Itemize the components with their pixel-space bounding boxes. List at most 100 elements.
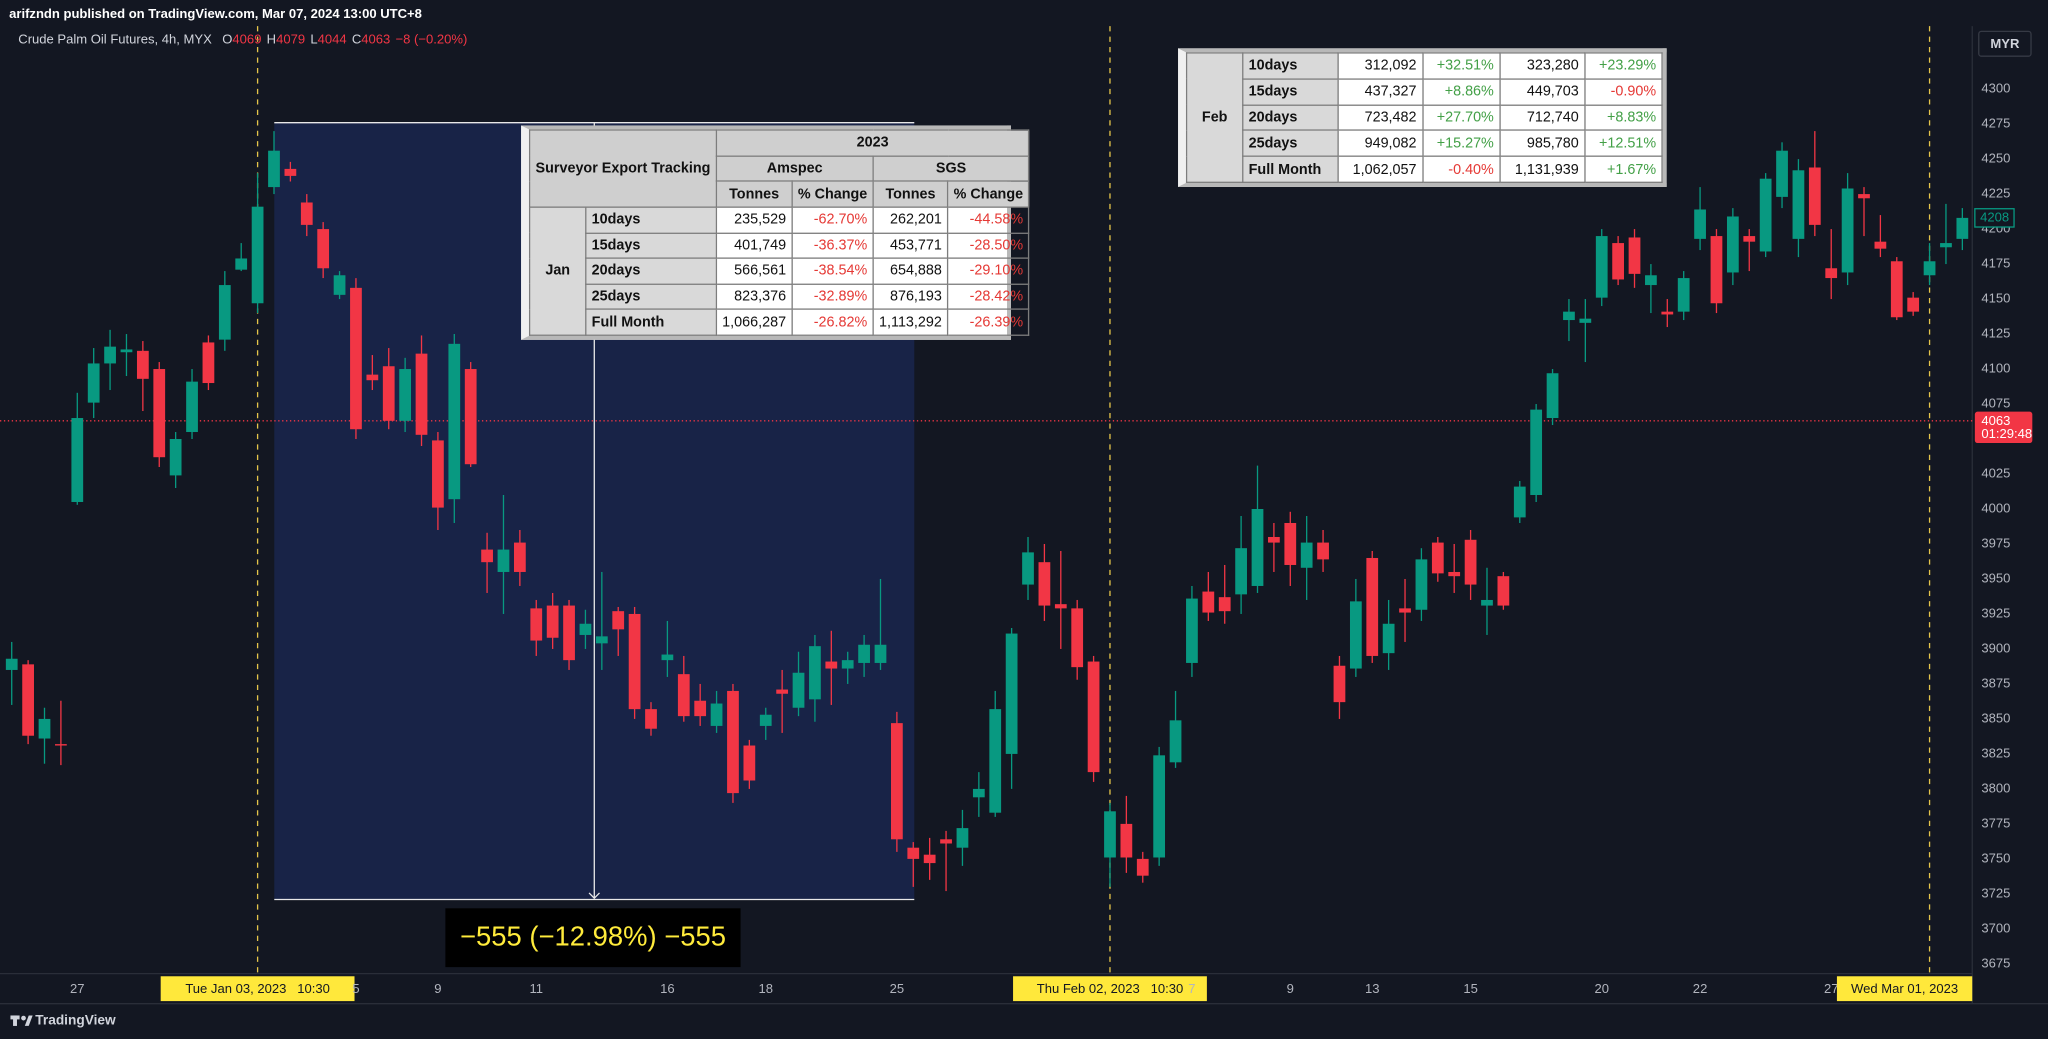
x-tick-label: 22 — [1693, 981, 1708, 996]
row-label: Full Month — [1242, 155, 1339, 183]
candle-body — [1120, 823, 1133, 858]
candle-body — [1317, 542, 1329, 560]
candle-body — [120, 349, 133, 353]
cell: 437,327 — [1336, 78, 1424, 106]
cell: 985,780 — [1499, 129, 1586, 158]
row-label: 10days — [1242, 52, 1339, 80]
candle-body — [5, 658, 18, 670]
measure-label-bg — [445, 908, 741, 968]
x-tick-label: 13 — [1365, 981, 1380, 996]
data-row: Feb 10days 312,092 +32.51% 323,280 +23.29% — [1185, 52, 1663, 183]
candle-body — [1530, 409, 1543, 495]
cell: 1,066,287 — [715, 308, 793, 336]
candle-body — [1563, 311, 1575, 321]
candle-body — [1054, 604, 1067, 609]
cell: 1,131,939 — [1499, 155, 1586, 183]
y-tick-label: 3675 — [1981, 955, 2010, 970]
ohlc-letter: C — [352, 32, 361, 47]
candle-body — [317, 229, 330, 269]
candle-body — [874, 644, 887, 663]
candle-body — [546, 605, 559, 638]
y-tick-label: 4125 — [1981, 325, 2010, 340]
candle-body — [727, 690, 739, 794]
symbol-legend: Crude Palm Oil Futures, 4h, MYX O4069 H407… — [18, 32, 467, 47]
data-row: 15days 437,327 +8.86% 449,703 -0.90% — [1187, 78, 1663, 106]
last-price-label: 4063 — [1981, 413, 2010, 428]
x-tick-label: 27 — [1824, 981, 1839, 996]
candle-body — [1415, 559, 1428, 610]
candle-body — [399, 369, 412, 421]
last-price-label-bg — [1974, 411, 2033, 444]
candle-body — [1448, 571, 1461, 577]
candle-body — [530, 608, 543, 641]
candle-body — [432, 440, 444, 508]
y-tick-label: 4100 — [1981, 360, 2010, 375]
x-tick-label: 20 — [1594, 981, 1609, 996]
candle-body — [595, 636, 608, 644]
candle-body — [1841, 188, 1854, 273]
candle-body — [923, 854, 936, 864]
candle-body — [1612, 243, 1624, 280]
candle-body — [1595, 236, 1608, 298]
y-tick-label: 3775 — [1981, 815, 2010, 830]
cell: 1,113,292 — [872, 308, 949, 336]
ohlc-letter: L — [310, 32, 317, 47]
cell: 449,703 — [1499, 78, 1586, 106]
candle-body — [1726, 216, 1739, 273]
cell: -62.70% — [791, 206, 874, 234]
countdown-label: 01:29:48 — [1981, 426, 2032, 441]
candle-body — [202, 342, 215, 384]
cell: 262,201 — [872, 206, 949, 234]
candle-body — [743, 745, 756, 781]
candle-body — [382, 366, 395, 421]
cell: 401,749 — [715, 231, 793, 259]
candle-body — [1022, 552, 1034, 585]
ohlc-value: 4044 — [318, 32, 347, 47]
cell: +8.83% — [1583, 104, 1663, 132]
candle-body — [956, 828, 969, 848]
candle-body — [350, 287, 362, 430]
candle-body — [1071, 608, 1084, 668]
y-tick-label: 3975 — [1981, 535, 2010, 550]
y-tick-label: 4225 — [1981, 186, 2010, 201]
y-tick-label: 4275 — [1981, 116, 2010, 131]
group-header: Amspec — [715, 155, 874, 182]
cell: 566,561 — [715, 257, 793, 285]
y-tick-label: 4075 — [1981, 395, 2010, 410]
y-tick-label: 3900 — [1981, 640, 2010, 655]
month-label: Feb — [1185, 52, 1244, 183]
candle-body — [136, 350, 149, 379]
candle-body — [628, 613, 641, 710]
feb-table: Feb 10days 312,092 +32.51% 323,280 +23.29% 15d… — [1178, 48, 1667, 187]
candle-body — [366, 374, 379, 381]
candle-body — [1153, 755, 1166, 858]
column-header: Tonnes — [872, 180, 949, 208]
row-label: 20days — [585, 257, 717, 285]
cell: +27.70% — [1421, 104, 1501, 132]
measure-label: −555 (−12.98%) −555 — [460, 921, 726, 952]
candle-body — [1104, 811, 1116, 858]
candle-body — [1038, 562, 1051, 606]
cell: -36.37% — [791, 231, 874, 259]
cell: +15.27% — [1421, 129, 1501, 158]
candle-body — [661, 654, 674, 661]
candle-body — [1464, 539, 1477, 585]
cell: 654,888 — [872, 257, 949, 285]
column-header: % Change — [791, 180, 874, 208]
y-tick-label: 3950 — [1981, 570, 2010, 585]
candle-body — [1858, 194, 1870, 199]
candle-body — [1759, 178, 1772, 252]
cell: 1,062,057 — [1336, 155, 1424, 183]
ohlc-letter: H — [267, 32, 276, 47]
x-tick-label: 25 — [890, 981, 905, 996]
candle-body — [22, 664, 34, 736]
row-label: Full Month — [585, 308, 717, 336]
candle-body — [694, 700, 707, 717]
candle-body — [710, 703, 723, 726]
candle-body — [1366, 557, 1379, 656]
y-tick-label: 3850 — [1981, 710, 2010, 725]
candle-body — [1890, 261, 1903, 318]
candle-body — [1710, 236, 1723, 304]
cell: -28.50% — [947, 231, 1030, 259]
